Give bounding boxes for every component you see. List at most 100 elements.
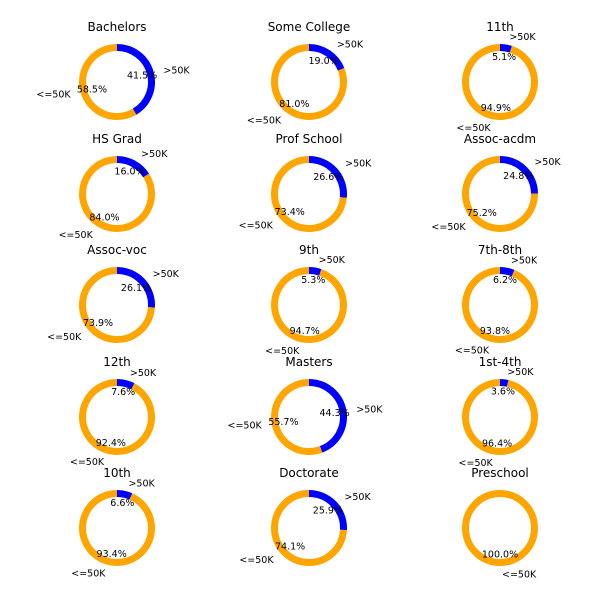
value-label: 26.6% [313,172,343,183]
value-label: 7.6% [111,387,135,398]
slice-under-50k [79,490,155,566]
category-label: >50K [356,404,383,415]
slice-under-50k [271,490,347,566]
category-label: <=50K [59,230,94,241]
chart-title: 1st-4th [479,355,522,369]
slice-over-50k [308,267,322,276]
donut-assoc-acdm: Assoc-acdm 24.8%>50K 75.2%<=50K [431,132,561,233]
value-label: 44.3% [319,408,349,419]
slice-over-50k [116,156,150,178]
category-label: >50K [511,255,538,266]
category-label: >50K [128,478,155,489]
donut-7th-8th: 7th-8th 6.2% >50K 93.8% <=50K [455,243,538,357]
slice-under-50k [79,44,137,120]
slice-over-50k [499,44,512,53]
slice-under-50k [271,156,347,232]
category-label: <=50K [71,569,106,580]
chart-title: Assoc-acdm [464,132,536,146]
value-label: 6.6% [110,498,134,509]
donut-prof-school: Prof School 26.6%>50K 73.4%<=50K [239,132,372,232]
slice-over-50k [116,267,155,308]
donut-some-college: Some College 19.0% >50K 81.0% <=50K [247,20,364,127]
chart-title: 7th-8th [478,243,522,257]
slice-over-50k [116,44,155,115]
donut-preschool: Preschool 100.0% <=50K [462,466,538,581]
value-label: 16.0% [114,167,144,178]
category-label: <=50K [70,457,105,468]
value-label: 26.1% [121,283,151,294]
value-label: 92.4% [96,438,126,449]
category-label: <=50K [227,421,262,432]
value-label: 75.2% [467,208,497,219]
value-label: 55.7% [268,417,298,428]
donut-assoc-voc: Assoc-voc 26.1%>50K 73.9%<=50K [47,243,180,343]
value-label: 74.1% [275,541,305,552]
chart-title: Doctorate [279,466,339,480]
donut-9th: 9th 5.3% >50K 94.7% <=50K [265,243,347,357]
chart-title: Bachelors [87,20,146,34]
value-label: 6.2% [493,275,517,286]
slice-under-50k [271,267,347,343]
category-label: <=50K [47,332,82,343]
chart-title: Preschool [471,466,529,480]
chart-title: 11th [486,20,514,34]
chart-title: 12th [103,355,131,369]
value-label: 94.7% [290,326,320,337]
donut-masters: Masters 44.3% >50K 55.7% <=50K [227,355,383,455]
category-label: >50K [337,39,364,50]
chart-title: Prof School [276,132,343,146]
value-label: 5.3% [301,275,325,286]
category-label: >50K [153,269,180,280]
value-label: 84.0% [89,212,119,223]
value-label: 100.0% [482,550,518,561]
category-label: <=50K [36,90,71,101]
slice-under-50k [462,44,538,120]
category-label: >50K [130,368,157,379]
category-label: >50K [509,32,536,43]
category-label: >50K [163,65,190,76]
category-label: >50K [534,157,561,168]
slice-under-50k [79,267,155,343]
slice-over-50k [308,156,347,198]
value-label: 24.8% [503,171,533,182]
slice-over-50k [308,490,347,531]
donut-12th: 12th 7.6% >50K 92.4% <=50K [70,355,157,468]
slice-under-50k [462,267,538,343]
value-label: 41.5% [127,71,157,82]
slice-under-50k [271,44,347,120]
category-label: <=50K [247,116,282,127]
category-label: <=50K [431,222,466,233]
donut-11th: 11th 5.1% >50K 94.9% <=50K [456,20,538,134]
chart-title: Assoc-voc [87,243,147,257]
category-label: >50K [319,255,346,266]
category-label: >50K [141,149,168,160]
category-label: <=50K [456,123,491,134]
slice-over-50k [308,379,347,453]
slice-under-50k [79,379,155,455]
slice-over-50k [499,156,538,194]
slice-under-50k [462,156,538,232]
value-label: 73.9% [83,318,113,329]
slice-over-50k [499,379,509,387]
category-label: <=50K [239,555,274,566]
category-label: <=50K [265,346,300,357]
donut-bachelors: Bachelors 41.5% >50K 58.5% <=50K [36,20,190,120]
category-label: <=50K [502,570,537,581]
donut-10th: 10th 6.6% >50K 93.4% <=50K [71,466,155,580]
value-label: 94.9% [481,103,511,114]
category-label: >50K [345,159,372,170]
slice-under-50k [462,490,538,566]
value-label: 93.8% [480,326,510,337]
donut-hs-grad: HS Grad 16.0% >50K 84.0% <=50K [59,132,169,241]
slice-over-50k [116,490,133,500]
donut-1st-4th: 1st-4th 3.6% >50K 96.4% <=50K [459,355,538,469]
value-label: 19.0% [309,56,339,67]
value-label: 25.9% [313,506,343,517]
value-label: 58.5% [77,84,107,95]
value-label: 81.0% [279,99,309,110]
value-label: 5.1% [492,52,516,63]
slice-over-50k [308,44,345,71]
slice-under-50k [79,156,155,232]
category-label: <=50K [239,220,274,231]
